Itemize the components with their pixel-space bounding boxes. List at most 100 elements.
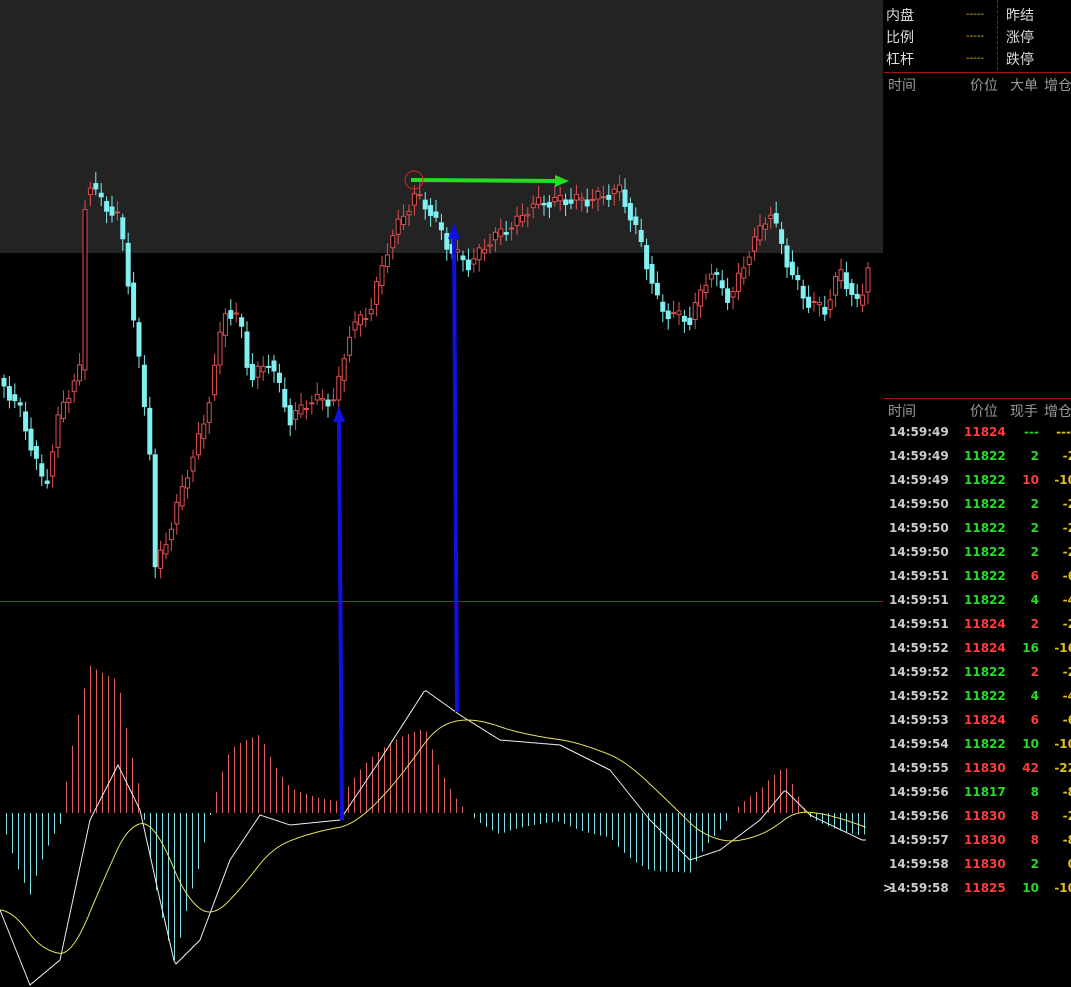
candle xyxy=(125,242,131,287)
candle xyxy=(50,451,56,477)
column-headers: 时间 价位 大单 增仓 xyxy=(884,75,1071,95)
candle xyxy=(190,456,196,472)
tick-price: 11830 xyxy=(964,857,1006,871)
highlight-circle xyxy=(404,170,424,190)
candle xyxy=(600,196,606,199)
tick-price: 11822 xyxy=(964,449,1006,463)
candle xyxy=(654,282,660,296)
tick-volume: 2 xyxy=(1030,449,1039,463)
candle xyxy=(411,193,417,206)
candle xyxy=(244,331,250,368)
quote-value: ----- xyxy=(966,31,985,42)
candle xyxy=(552,196,558,203)
tick-change: -2 xyxy=(1062,617,1071,631)
candle xyxy=(282,388,288,408)
candle xyxy=(660,301,666,312)
candle xyxy=(503,232,509,235)
tick-volume: 2 xyxy=(1030,545,1039,559)
candle xyxy=(87,187,93,196)
candle xyxy=(519,214,525,223)
tick-volume: 2 xyxy=(1030,857,1039,871)
candle xyxy=(498,228,504,237)
candle xyxy=(665,310,671,320)
tick-volume: 10 xyxy=(1022,881,1039,895)
tick-volume: 2 xyxy=(1030,617,1039,631)
candle xyxy=(55,414,61,448)
candle xyxy=(557,195,563,202)
candle xyxy=(676,310,682,316)
tick-change: -8 xyxy=(1062,785,1071,799)
tick-row: 14:59:51 11822 6 -6 xyxy=(884,569,1071,593)
candle xyxy=(136,322,142,357)
candle xyxy=(379,265,385,286)
candle xyxy=(752,236,758,252)
tick-time: 14:59:56 xyxy=(889,809,949,823)
candle xyxy=(66,397,72,403)
tick-price: 11822 xyxy=(964,665,1006,679)
tick-change: ---- xyxy=(1056,425,1071,439)
tick-change: -2 xyxy=(1062,521,1071,535)
candle xyxy=(460,255,466,261)
tick-row: >14:59:58 11825 10 -10 xyxy=(884,881,1071,905)
quote-label: 内盘 xyxy=(886,8,914,24)
candle xyxy=(606,194,612,200)
tick-volume: 6 xyxy=(1030,713,1039,727)
candle xyxy=(854,293,860,299)
tick-row: 14:59:49 11822 10 -10 xyxy=(884,473,1071,497)
candle xyxy=(28,428,34,451)
candle xyxy=(444,233,450,250)
candle xyxy=(12,394,18,402)
tick-row: 14:59:51 11824 2 -2 xyxy=(884,617,1071,641)
quote-label: 杠杆 xyxy=(886,52,914,68)
candle xyxy=(816,301,822,306)
candle xyxy=(627,203,633,221)
tick-row: 14:59:53 11824 6 -6 xyxy=(884,713,1071,737)
candle xyxy=(428,205,434,216)
candle xyxy=(487,244,493,247)
candle xyxy=(249,363,255,381)
candle xyxy=(546,202,552,208)
candle xyxy=(438,222,444,231)
candle xyxy=(17,402,23,406)
candle xyxy=(730,291,736,298)
candle xyxy=(330,399,336,402)
dea-line xyxy=(0,719,867,954)
candle xyxy=(228,310,234,319)
candle xyxy=(417,194,423,197)
candle xyxy=(314,393,320,401)
side-panel: 内盘 ----- 昨结 比例 ----- 涨停 杠杆 ----- 跌停 时间 价位 大单 增仓 时间 价位现… xyxy=(884,0,1071,987)
candle xyxy=(185,477,191,489)
separator xyxy=(884,72,1071,73)
candle xyxy=(104,201,110,212)
candle xyxy=(746,256,752,266)
annotations xyxy=(333,170,569,821)
candle xyxy=(768,214,774,219)
tick-row: 14:59:50 11822 2 -2 xyxy=(884,497,1071,521)
arrow xyxy=(337,419,344,821)
tick-change: -2 xyxy=(1062,497,1071,511)
candle xyxy=(762,223,768,230)
candle xyxy=(6,386,12,401)
tick-price: 11822 xyxy=(964,545,1006,559)
candle xyxy=(276,372,282,383)
candle xyxy=(60,401,66,420)
candle xyxy=(590,198,596,201)
tick-price: 11824 xyxy=(964,617,1006,631)
candle xyxy=(833,276,839,296)
tick-row: 14:59:52 11822 2 -2 xyxy=(884,665,1071,689)
quote-row: 比例 ----- 涨停 xyxy=(886,27,1071,49)
candle xyxy=(401,215,407,226)
column-header: 大单 xyxy=(1010,78,1038,94)
candle xyxy=(671,312,677,315)
candle xyxy=(147,407,153,455)
quote-value: ----- xyxy=(966,9,985,20)
candle xyxy=(865,267,871,293)
candle xyxy=(492,231,498,241)
quote-label: 昨结 xyxy=(1006,8,1034,24)
tick-row: 14:59:57 11830 8 -8 xyxy=(884,833,1071,857)
candle xyxy=(320,398,326,401)
candles xyxy=(1,171,871,579)
candle xyxy=(611,188,617,195)
candle xyxy=(374,281,380,305)
tick-change: -2 xyxy=(1062,809,1071,823)
